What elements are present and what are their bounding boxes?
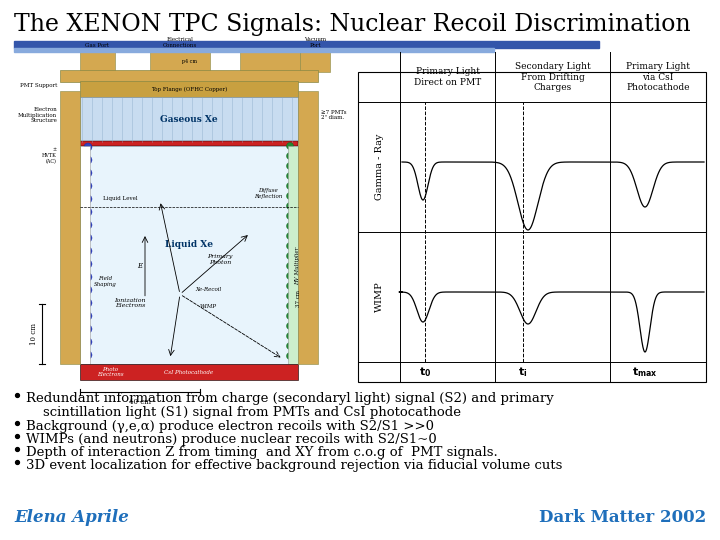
Circle shape bbox=[287, 342, 294, 349]
Circle shape bbox=[84, 338, 92, 346]
Circle shape bbox=[84, 351, 92, 359]
Text: Liquid Xe: Liquid Xe bbox=[165, 240, 213, 248]
Text: Electrical
Connections: Electrical Connections bbox=[163, 37, 197, 48]
Bar bbox=[80, 97, 298, 142]
Text: Primary Light
via CsI
Photocathode: Primary Light via CsI Photocathode bbox=[626, 62, 690, 92]
Text: Photo
Electrons: Photo Electrons bbox=[96, 367, 123, 377]
Circle shape bbox=[84, 208, 92, 216]
Text: Ionization
Electrons: Ionization Electrons bbox=[114, 298, 145, 308]
Text: Top Flange (OFHC Copper): Top Flange (OFHC Copper) bbox=[151, 86, 227, 92]
Bar bbox=[80, 50, 115, 72]
Bar bbox=[14, 48, 494, 52]
Text: Gas Port: Gas Port bbox=[85, 43, 109, 48]
Bar bbox=[240, 50, 300, 72]
Circle shape bbox=[287, 262, 294, 269]
Circle shape bbox=[287, 213, 294, 219]
Circle shape bbox=[287, 222, 294, 230]
Bar bbox=[80, 146, 90, 364]
Circle shape bbox=[287, 242, 294, 249]
Text: The XENON TPC Signals: Nuclear Recoil Discrimination: The XENON TPC Signals: Nuclear Recoil Di… bbox=[14, 13, 690, 36]
Text: WIMP: WIMP bbox=[374, 282, 384, 312]
Circle shape bbox=[84, 260, 92, 268]
Text: PMT Support: PMT Support bbox=[19, 83, 57, 87]
Circle shape bbox=[287, 152, 294, 159]
Text: 3D event localization for effective background rejection via fiducial volume cut: 3D event localization for effective back… bbox=[26, 459, 562, 472]
Text: Background (γ,e,α) produce electron recoils with S2/S1 >>0: Background (γ,e,α) produce electron reco… bbox=[26, 420, 434, 433]
Bar bbox=[80, 81, 298, 97]
Circle shape bbox=[84, 143, 92, 151]
Circle shape bbox=[287, 163, 294, 170]
Circle shape bbox=[287, 313, 294, 320]
Text: Vacuum
Port: Vacuum Port bbox=[304, 37, 326, 48]
Text: Gaseous Xe: Gaseous Xe bbox=[160, 116, 218, 125]
Circle shape bbox=[84, 299, 92, 307]
Text: Field
Shaping: Field Shaping bbox=[94, 276, 117, 287]
Text: Depth of interaction Z from timing  and XY from c.o.g of  PMT signals.: Depth of interaction Z from timing and X… bbox=[26, 446, 498, 459]
Bar bbox=[300, 50, 330, 72]
Circle shape bbox=[287, 333, 294, 340]
Text: $\mathbf{t_{max}}$: $\mathbf{t_{max}}$ bbox=[632, 365, 658, 379]
Text: Primary
Photon: Primary Photon bbox=[207, 254, 233, 265]
Circle shape bbox=[287, 202, 294, 210]
Text: Electron
Multiplication
Structure: Electron Multiplication Structure bbox=[18, 107, 57, 123]
Text: ±
HVTK
(AC): ± HVTK (AC) bbox=[42, 147, 57, 164]
Bar bbox=[80, 364, 298, 380]
Circle shape bbox=[287, 183, 294, 190]
Circle shape bbox=[287, 273, 294, 280]
Circle shape bbox=[84, 234, 92, 242]
Circle shape bbox=[84, 325, 92, 333]
Circle shape bbox=[287, 143, 294, 150]
Text: CsI Photocathode: CsI Photocathode bbox=[164, 369, 214, 375]
Circle shape bbox=[287, 172, 294, 179]
Text: scintillation light (S1) signal from PMTs and CsI photocathode: scintillation light (S1) signal from PMT… bbox=[26, 406, 461, 419]
Text: $\mathbf{t_i}$: $\mathbf{t_i}$ bbox=[518, 365, 528, 379]
Circle shape bbox=[287, 293, 294, 300]
Circle shape bbox=[84, 312, 92, 320]
Text: Gamma - Ray: Gamma - Ray bbox=[374, 134, 384, 200]
Text: $\mathbf{t_0}$: $\mathbf{t_0}$ bbox=[419, 365, 431, 379]
Text: Redundant information from charge (secondaryl light) signal (S2) and primary: Redundant information from charge (secon… bbox=[26, 392, 554, 405]
Text: WIMPs (and neutrons) produce nuclear recoils with S2/S1~0: WIMPs (and neutrons) produce nuclear rec… bbox=[26, 433, 437, 446]
Circle shape bbox=[84, 247, 92, 255]
Circle shape bbox=[287, 192, 294, 199]
Text: 10 cm: 10 cm bbox=[30, 323, 38, 345]
Text: p4 cm: p4 cm bbox=[181, 59, 197, 64]
Bar bbox=[80, 146, 298, 364]
Bar bbox=[288, 146, 298, 364]
Text: Liquid Level: Liquid Level bbox=[103, 196, 138, 201]
Bar bbox=[14, 41, 599, 48]
Circle shape bbox=[84, 169, 92, 177]
Circle shape bbox=[84, 156, 92, 164]
Text: Dark Matter 2002: Dark Matter 2002 bbox=[539, 509, 706, 526]
Text: ≥7 PMTs
2" diam.: ≥7 PMTs 2" diam. bbox=[321, 110, 346, 120]
Text: 37 cm: 37 cm bbox=[295, 290, 300, 307]
Circle shape bbox=[84, 286, 92, 294]
Text: Primary Light
Direct on PMT: Primary Light Direct on PMT bbox=[414, 68, 481, 87]
Text: HV Multiplier: HV Multiplier bbox=[295, 247, 300, 285]
Bar bbox=[150, 50, 210, 72]
Bar bbox=[358, 72, 706, 382]
Circle shape bbox=[287, 233, 294, 240]
Circle shape bbox=[287, 302, 294, 309]
Text: E: E bbox=[137, 262, 142, 270]
Text: Diffuse
Reflection: Diffuse Reflection bbox=[254, 188, 282, 199]
Circle shape bbox=[84, 221, 92, 229]
Circle shape bbox=[84, 182, 92, 190]
Text: WIMP: WIMP bbox=[200, 303, 217, 309]
Text: 40 cm: 40 cm bbox=[129, 398, 151, 406]
Circle shape bbox=[84, 195, 92, 203]
Circle shape bbox=[287, 353, 294, 360]
Text: Secondary Light
From Drifting
Charges: Secondary Light From Drifting Charges bbox=[515, 62, 590, 92]
Bar bbox=[298, 91, 318, 364]
Bar bbox=[60, 91, 80, 364]
Text: Elena Aprile: Elena Aprile bbox=[14, 509, 129, 526]
Text: Xe-Recoil: Xe-Recoil bbox=[195, 287, 221, 292]
Bar bbox=[60, 70, 318, 82]
Circle shape bbox=[84, 273, 92, 281]
Circle shape bbox=[287, 322, 294, 329]
Bar bbox=[80, 141, 298, 146]
Circle shape bbox=[287, 282, 294, 289]
Circle shape bbox=[287, 253, 294, 260]
